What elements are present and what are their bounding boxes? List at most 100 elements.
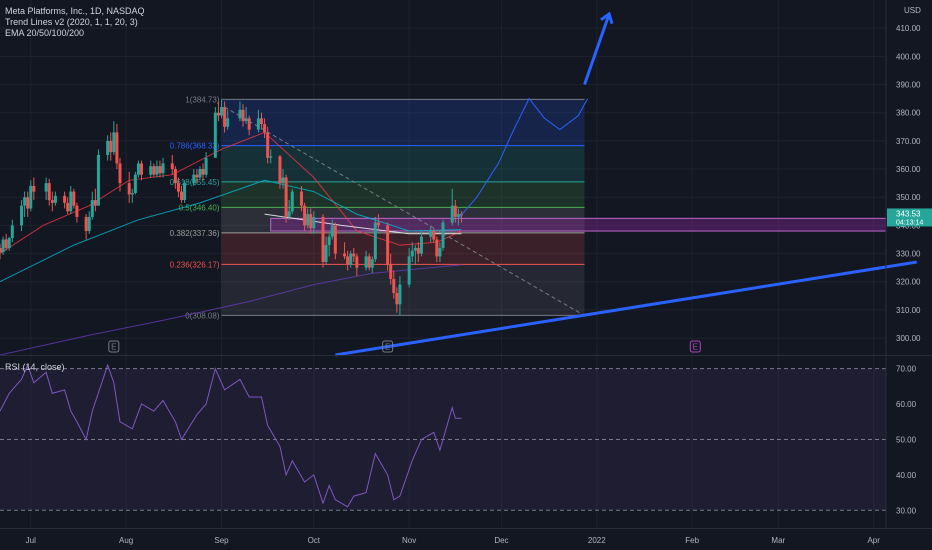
candle-body <box>395 293 399 305</box>
candle-body <box>389 264 393 279</box>
candle-body <box>299 191 303 206</box>
currency-label: USD <box>904 6 921 15</box>
candle-body <box>226 118 230 127</box>
candle-body <box>333 225 337 254</box>
candle-body <box>241 109 245 122</box>
candle-body <box>69 191 73 212</box>
time-tick-label: Apr <box>867 536 880 545</box>
candle-body <box>66 202 70 212</box>
candle-body <box>161 163 165 174</box>
time-tick-label: Oct <box>308 536 321 545</box>
time-tick-label: Mar <box>771 536 785 545</box>
candle-body <box>343 253 347 257</box>
candle-body <box>23 197 27 206</box>
price-tick-label: 330.00 <box>896 250 921 259</box>
candle-body <box>87 216 91 232</box>
candle-body <box>152 166 156 175</box>
candle-body <box>75 205 79 217</box>
price-tick-label: 350.00 <box>896 193 921 202</box>
rsi-line <box>0 363 462 508</box>
price-tick-label: 320.00 <box>896 278 921 287</box>
earnings-marker <box>108 340 120 353</box>
price-tick-label: 390.00 <box>896 81 921 90</box>
support-trendline <box>335 260 918 357</box>
fib-level-label: 0.786(368.32) <box>170 142 220 151</box>
projection-path <box>458 97 589 219</box>
candle-body <box>10 225 14 239</box>
trend-drawings[interactable] <box>224 11 918 357</box>
symbol-title[interactable]: Meta Platforms, Inc., 1D, NASDAQ <box>5 6 145 16</box>
fib-band <box>221 264 585 316</box>
candle-body <box>306 214 310 226</box>
candle-body <box>398 284 402 305</box>
fib-level-label: 0.236(326.17) <box>170 260 220 269</box>
candle-body <box>450 205 454 223</box>
earnings-marker-label: E <box>111 343 116 352</box>
candle-body <box>413 247 417 251</box>
candle-body <box>352 253 356 257</box>
candle-body <box>176 183 180 192</box>
candle-body <box>50 200 54 203</box>
rsi-legend: RSI (14, close) <box>5 362 65 373</box>
candle-body <box>0 247 2 253</box>
rsi-tick-label: 30.00 <box>896 506 917 515</box>
candle-body <box>127 183 131 195</box>
candle-body <box>346 256 350 265</box>
earnings-marker <box>689 340 701 353</box>
candle-body <box>407 256 411 285</box>
candle-body <box>173 169 177 184</box>
candle-body <box>327 236 331 246</box>
rsi-tick-label: 50.00 <box>896 435 917 444</box>
earnings-marker-label: E <box>693 343 698 352</box>
candle-body <box>355 256 359 268</box>
candle-body <box>367 256 371 268</box>
candle-body <box>133 174 137 193</box>
candle-body <box>266 132 270 158</box>
rsi-title[interactable]: RSI (14, close) <box>5 362 65 372</box>
trendlines-indicator-label[interactable]: Trend Lines v2 (2020, 1, 1, 20, 3) <box>5 17 138 27</box>
candle-body <box>416 247 420 254</box>
candle-body <box>198 169 202 178</box>
candle-body <box>53 195 57 203</box>
candle-body <box>20 205 24 226</box>
candle-body <box>256 118 260 130</box>
candle-body <box>26 197 30 209</box>
ema-line <box>0 264 462 356</box>
candle-body <box>29 185 33 209</box>
projection-arrow <box>583 13 611 86</box>
time-tick-label: Sep <box>214 536 229 545</box>
candle-body <box>370 259 374 268</box>
time-tick-label: Feb <box>685 536 699 545</box>
candle-body <box>149 166 153 175</box>
candle-body <box>195 174 199 178</box>
candle-body <box>201 169 205 175</box>
time-tick-label: Aug <box>119 536 133 545</box>
candle-body <box>303 205 307 226</box>
bar-countdown: 04:13:14 <box>896 219 923 226</box>
time-tick-label: Nov <box>402 536 416 545</box>
candle-body <box>90 200 94 217</box>
candle-body <box>281 177 285 184</box>
candle-body <box>349 253 353 265</box>
candle-body <box>93 200 97 206</box>
last-price-tag <box>887 208 932 227</box>
candle-body <box>158 166 162 174</box>
candle-body <box>44 183 48 192</box>
fibonacci-retracement[interactable]: 1(384.73)0.786(368.32)0.618(355.45)0.5(3… <box>170 95 585 320</box>
candle-body <box>278 156 282 184</box>
candle-body <box>376 222 380 226</box>
candle-body <box>269 156 273 158</box>
resistance-zone[interactable] <box>270 217 887 232</box>
rsi-tick-label: 60.00 <box>896 400 917 409</box>
time-tick-label: Jul <box>26 536 36 545</box>
candle-body <box>4 239 8 248</box>
candle-body <box>429 231 433 237</box>
candle-body <box>330 225 334 237</box>
candle-body <box>7 238 11 248</box>
time-tick-label: 2022 <box>588 536 606 545</box>
ema-indicator-label[interactable]: EMA 20/50/100/200 <box>5 28 85 38</box>
candles <box>0 99 463 316</box>
